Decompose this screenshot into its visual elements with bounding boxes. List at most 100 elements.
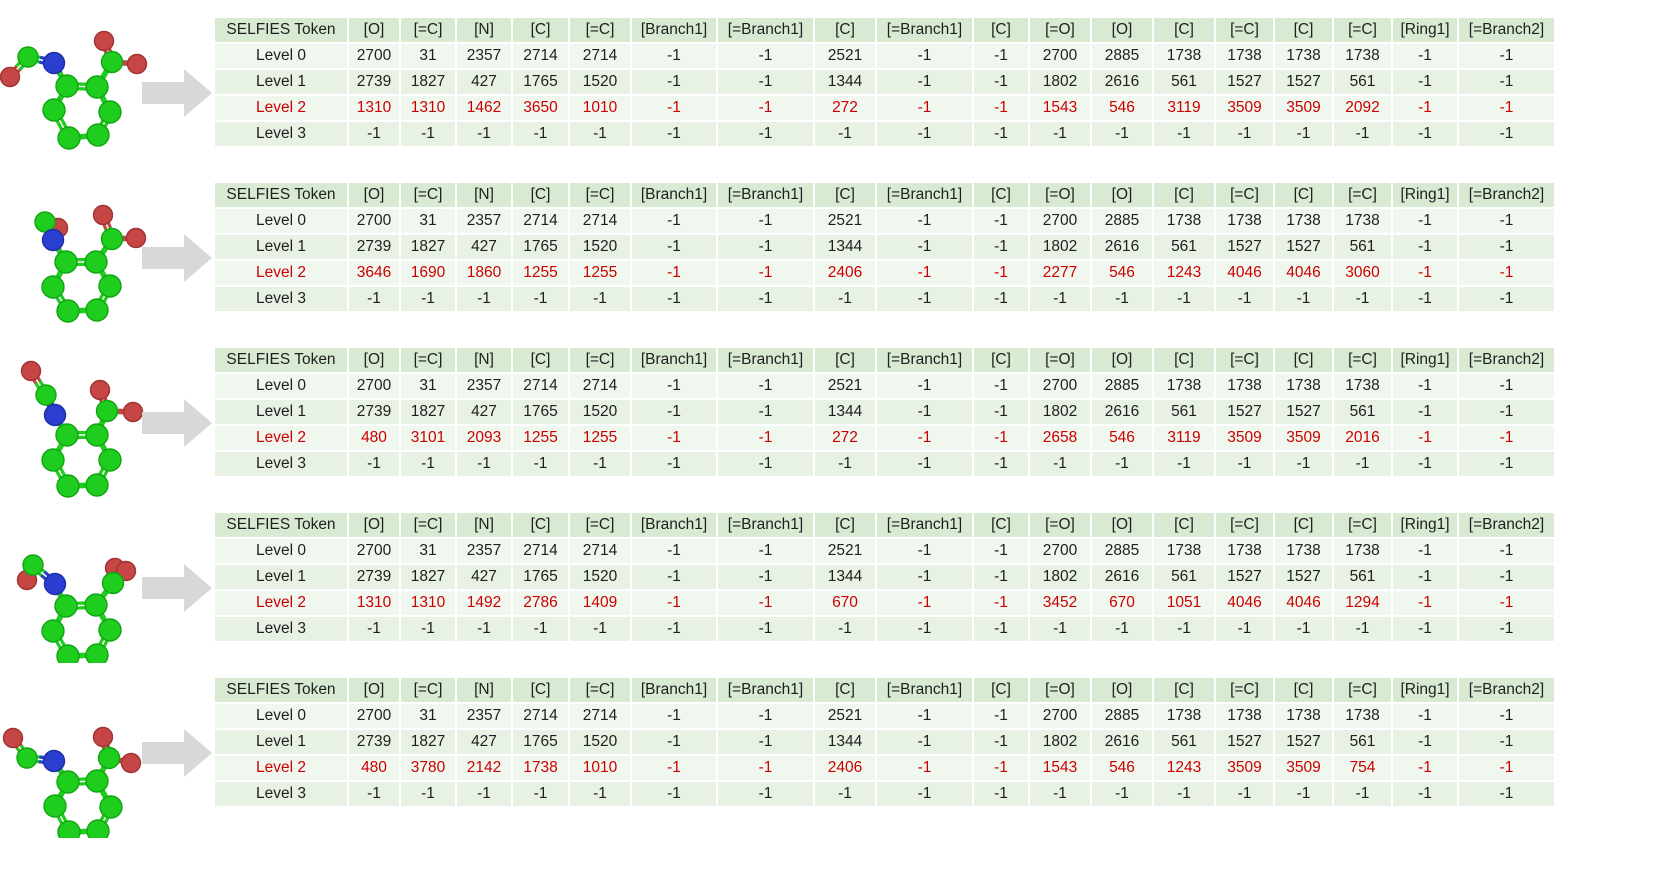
table-cell: -1: [875, 42, 974, 70]
table-row: Level 1 2739 1827 427 1765 1520 -1 -1 1344 -1 -1 18…: [213, 728, 1556, 756]
table-cell: -1: [630, 589, 718, 617]
table-cell: 2521: [813, 702, 877, 730]
table-cell: 2714: [511, 42, 570, 70]
table-row: Level 2 480 3780 2142 1738 1010 -1 -1 2406 -1 -1 15…: [213, 754, 1556, 782]
table-cell: 1860: [455, 259, 513, 287]
table-cell: -1: [1090, 450, 1154, 478]
table-cell: 3101: [399, 424, 457, 452]
table-cell: -1: [716, 233, 815, 261]
table-cell: 1010: [568, 754, 632, 782]
table-cell: 1738: [1273, 372, 1334, 400]
table-cell: 2885: [1090, 42, 1154, 70]
header-token-cell: [O]: [347, 676, 401, 704]
table-cell: 1310: [347, 94, 401, 122]
header-token-cell: [Branch1]: [630, 181, 718, 209]
molecule-conformer-2: [34, 204, 147, 323]
table-cell: 1738: [1214, 372, 1275, 400]
header-token-cell: [C]: [1273, 511, 1334, 539]
table-cell: -1: [1457, 372, 1556, 400]
molecule-conformer-4: [16, 554, 137, 663]
table-cell: -1: [716, 780, 815, 808]
table-cell: 427: [455, 398, 513, 426]
header-token-cell: [C]: [1273, 346, 1334, 374]
table-cell: 2700: [347, 42, 401, 70]
row-label: Level 2: [213, 94, 349, 122]
table-cell: 2521: [813, 537, 877, 565]
row-label: Level 0: [213, 537, 349, 565]
table-cell: 2016: [1332, 424, 1393, 452]
table-cell: -1: [1391, 780, 1459, 808]
table-cell: -1: [455, 120, 513, 148]
table-cell: 2142: [455, 754, 513, 782]
row-label: Level 0: [213, 702, 349, 730]
table-cell: 561: [1152, 68, 1216, 96]
header-token-cell: [C]: [511, 181, 570, 209]
header-token-cell: [=Branch1]: [875, 181, 974, 209]
header-token-cell: [C]: [972, 181, 1030, 209]
table-cell: 4046: [1214, 259, 1275, 287]
header-row: SELFIES Token [O] [=C] [N] [C] [=C] [Branch1][…: [213, 181, 1556, 209]
table-cell: -1: [972, 728, 1030, 756]
row-label: Level 2: [213, 754, 349, 782]
table-cell: -1: [455, 285, 513, 313]
table-cell: -1: [1457, 615, 1556, 643]
row-label: Level 3: [213, 450, 349, 478]
table-cell: 1010: [568, 94, 632, 122]
table-cell: 2739: [347, 68, 401, 96]
table-cell: 2885: [1090, 207, 1154, 235]
table-cell: -1: [511, 120, 570, 148]
table-cell: 1738: [1214, 702, 1275, 730]
table-cell: -1: [972, 537, 1030, 565]
header-token-cell: [=Branch1]: [875, 676, 974, 704]
header-selfies-token: SELFIES Token: [213, 181, 349, 209]
header-token-cell: [=Branch1]: [875, 346, 974, 374]
table-cell: -1: [1457, 259, 1556, 287]
right-arrow-icon: [142, 729, 212, 777]
table-cell: -1: [630, 450, 718, 478]
table-cell: 1738: [1332, 702, 1393, 730]
table-cell: -1: [347, 120, 401, 148]
table-cell: -1: [972, 285, 1030, 313]
table-cell: -1: [1273, 615, 1334, 643]
table-cell: 1527: [1214, 68, 1275, 96]
table-cell: 4046: [1273, 589, 1334, 617]
table-cell: 2700: [1028, 702, 1092, 730]
table-cell: -1: [972, 615, 1030, 643]
table-cell: 670: [813, 589, 877, 617]
table-row: Level 0 2700 31 2357 2714 2714 -1 -1 2521 -1 -1 270…: [213, 702, 1556, 730]
table-cell: 2700: [1028, 537, 1092, 565]
table-cell: -1: [1391, 94, 1459, 122]
header-token-cell: [=C]: [568, 181, 632, 209]
molecule-conformer-5: [2, 726, 142, 838]
row-label: Level 3: [213, 120, 349, 148]
table-cell: 3509: [1214, 94, 1275, 122]
table-cell: -1: [716, 754, 815, 782]
table-cell: -1: [875, 120, 974, 148]
table-cell: 2616: [1090, 398, 1154, 426]
header-token-cell: [N]: [455, 346, 513, 374]
table-cell: -1: [1391, 233, 1459, 261]
header-token-cell: [=Branch1]: [716, 16, 815, 44]
table-cell: -1: [1457, 233, 1556, 261]
table-cell: 546: [1090, 754, 1154, 782]
table-cell: -1: [875, 754, 974, 782]
table-cell: -1: [1332, 120, 1393, 148]
table-cell: 1765: [511, 728, 570, 756]
table-cell: 2714: [568, 372, 632, 400]
table-cell: 1827: [399, 728, 457, 756]
header-selfies-token: SELFIES Token: [213, 16, 349, 44]
table-cell: 1738: [1332, 207, 1393, 235]
table-cell: 1765: [511, 233, 570, 261]
table-cell: 4046: [1273, 259, 1334, 287]
table-cell: 561: [1332, 398, 1393, 426]
table-row: Level 0 2700 31 2357 2714 2714 -1 -1 2521 -1 -1 270…: [213, 207, 1556, 235]
table-cell: -1: [972, 94, 1030, 122]
table-cell: -1: [1214, 450, 1275, 478]
table-cell: -1: [630, 120, 718, 148]
table-cell: -1: [875, 94, 974, 122]
table-cell: 1520: [568, 728, 632, 756]
header-token-cell: [C]: [972, 16, 1030, 44]
header-token-cell: [=Branch2]: [1457, 16, 1556, 44]
table-cell: 3509: [1273, 754, 1334, 782]
table-cell: 2658: [1028, 424, 1092, 452]
